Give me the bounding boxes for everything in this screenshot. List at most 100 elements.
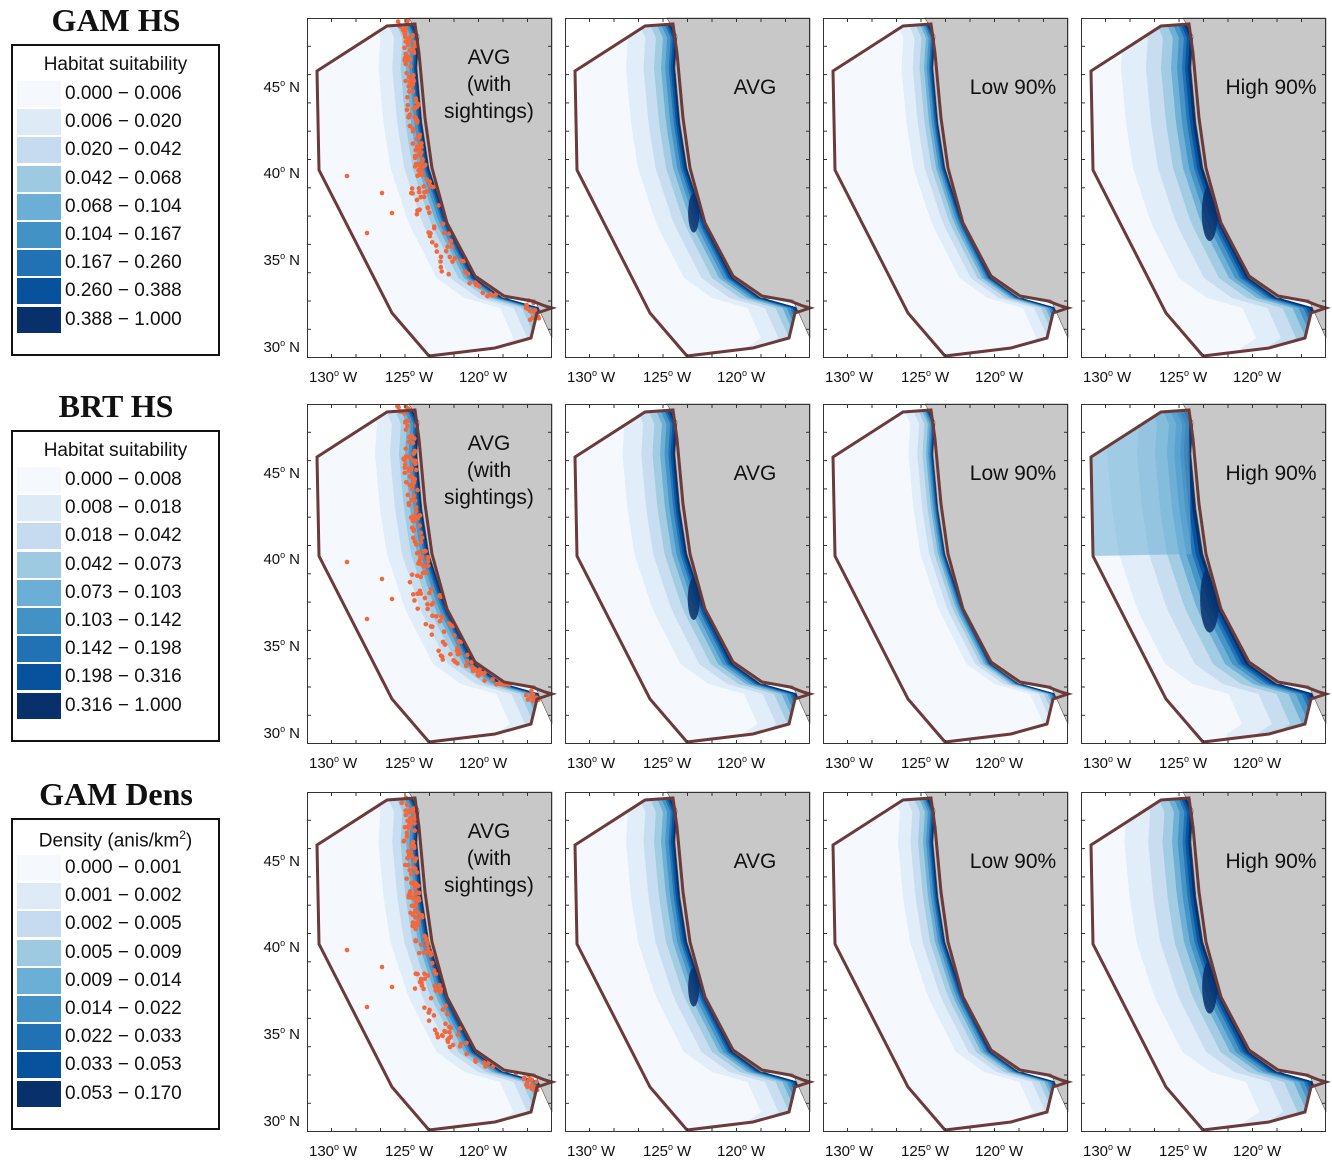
longitude-label: 120o W	[1233, 754, 1281, 772]
sighting-point	[405, 42, 411, 48]
sighting-point	[454, 648, 460, 653]
legend-swatch	[17, 995, 61, 1022]
degree-symbol: o	[926, 754, 932, 764]
panel-label-line: AVG	[733, 462, 777, 485]
longitude-label: 125o W	[1159, 754, 1207, 772]
longitude-label: 125o W	[643, 754, 691, 772]
sighting-point	[411, 493, 417, 499]
legend-title: Density (anis/km2)	[13, 828, 218, 854]
legend-swatch	[17, 221, 61, 248]
degree-symbol: o	[742, 754, 748, 764]
sighting-point	[440, 1007, 446, 1012]
sighting-point	[531, 309, 537, 315]
longitude-hemisphere: W	[419, 369, 434, 386]
latitude-value: 40	[263, 551, 281, 568]
legend-swatch	[17, 939, 61, 966]
sighting-point	[447, 254, 453, 260]
legend-label: 0.018 − 0.042	[65, 525, 182, 547]
longitude-hemisphere: W	[1009, 1143, 1024, 1160]
legend-label: 0.002 − 0.005	[65, 913, 182, 935]
sighting-point	[405, 102, 411, 108]
sighting-point	[429, 239, 435, 245]
sighting-point	[422, 570, 427, 575]
longitude-label: 130o W	[567, 368, 615, 386]
sighting-point	[422, 162, 428, 168]
sighting-point	[465, 652, 470, 658]
sighting-point	[404, 834, 410, 839]
degree-symbol: o	[850, 368, 856, 378]
degree-symbol: o	[1108, 1142, 1114, 1152]
legend-title: Habitat suitability	[13, 440, 218, 466]
longitude-value: 130	[309, 1143, 335, 1160]
longitude-value: 125	[643, 369, 669, 386]
sighting-point	[407, 867, 412, 873]
longitude-label: 125o W	[643, 1142, 691, 1160]
sighting-point	[441, 230, 447, 236]
sighting-point	[404, 830, 410, 836]
sighting-point	[452, 633, 457, 638]
panel-label: Low 90%	[963, 848, 1063, 875]
sighting-point	[403, 427, 409, 432]
longitude-label: 130o W	[309, 1142, 357, 1160]
longitude-hemisphere: W	[1193, 369, 1208, 386]
sighting-point	[413, 938, 418, 943]
sighting-point	[409, 433, 415, 438]
sighting-point	[379, 964, 385, 970]
legend-swatch	[17, 883, 61, 910]
legend-label: 0.022 − 0.033	[65, 1026, 182, 1048]
legend-swatch	[17, 137, 61, 164]
longitude-hemisphere: W	[1267, 755, 1282, 772]
panel-label-line: sightings)	[444, 100, 534, 123]
sighting-point	[415, 922, 421, 928]
legend-label: 0.388 − 1.000	[65, 308, 182, 330]
sighting-point	[414, 153, 419, 159]
legend-item: 0.042 − 0.068	[13, 165, 218, 193]
sighting-point	[486, 1060, 491, 1066]
legend-title-suffix: )	[185, 830, 193, 852]
latitude-value: 45	[263, 79, 281, 96]
panel-label: High 90%	[1221, 74, 1321, 101]
longitude-value: 125	[901, 369, 927, 386]
degree-symbol: o	[280, 251, 286, 261]
legend-title-text: Habitat suitability	[43, 54, 188, 75]
sighting-point	[437, 982, 442, 988]
sighting-point	[427, 233, 433, 239]
sighting-point	[414, 542, 419, 547]
sighting-point	[389, 596, 395, 602]
sighting-point	[427, 950, 433, 955]
sighting-point	[407, 826, 412, 831]
sighting-point	[490, 1064, 496, 1069]
sighting-point	[407, 579, 413, 585]
degree-symbol: o	[592, 1142, 598, 1152]
sighting-point	[443, 1029, 448, 1035]
panel-label-line: (with	[466, 73, 512, 96]
sighting-point	[421, 194, 427, 200]
sighting-point	[437, 618, 443, 624]
sighting-point	[410, 129, 416, 134]
sighting-point	[407, 822, 412, 828]
sighting-point	[436, 593, 442, 599]
latitude-label: 35o N	[250, 1025, 300, 1043]
sighting-point	[488, 291, 493, 297]
latitude-value: 30	[263, 1113, 281, 1130]
sighting-point	[411, 73, 416, 78]
legend-label: 0.001 − 0.002	[65, 885, 182, 907]
legend-item: 0.002 − 0.005	[13, 910, 218, 938]
sighting-point	[426, 210, 432, 215]
sighting-point	[493, 292, 498, 297]
sighting-point	[413, 161, 419, 167]
legend-swatch	[17, 467, 61, 493]
degree-symbol: o	[280, 938, 286, 948]
sighting-point	[418, 194, 423, 200]
legend-swatch	[17, 523, 61, 550]
sighting-point	[403, 808, 408, 813]
degree-symbol: o	[850, 1142, 856, 1152]
sighting-point	[419, 149, 424, 155]
longitude-label: 120o W	[459, 1142, 507, 1160]
sighting-point	[411, 528, 417, 534]
sighting-point	[406, 468, 411, 473]
degree-symbol: o	[484, 368, 490, 378]
legend-swatch	[17, 607, 61, 634]
sighting-point	[455, 652, 461, 657]
map-panel	[307, 403, 558, 744]
